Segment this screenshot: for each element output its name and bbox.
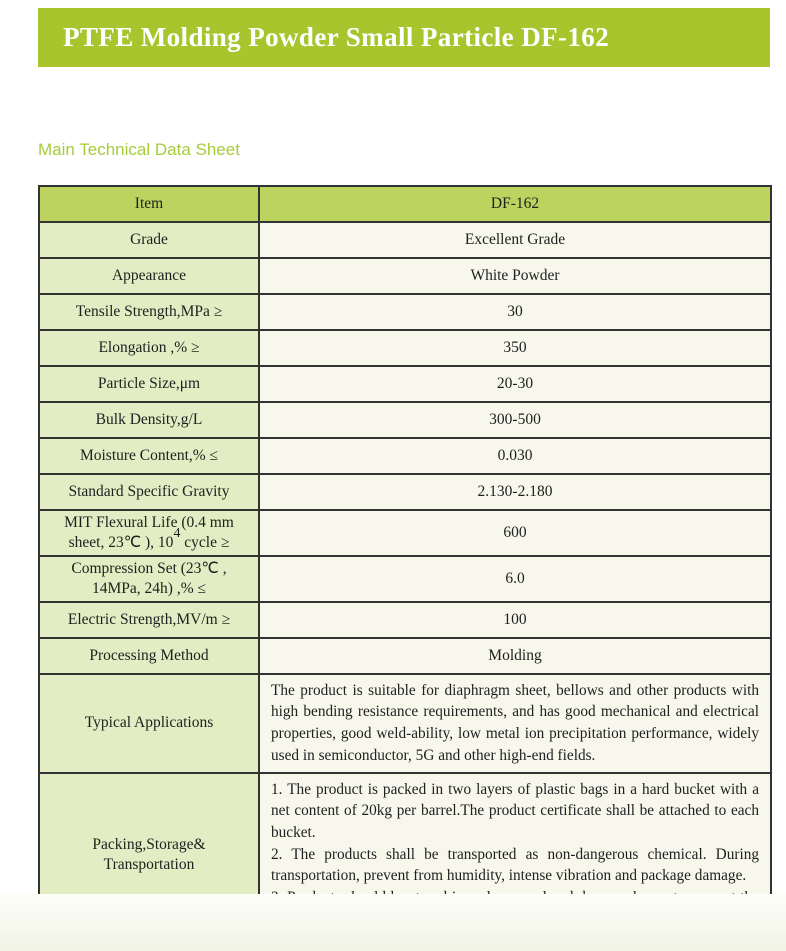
header-value-cell: DF-162 [258, 185, 772, 223]
item-cell: Grade [38, 221, 260, 259]
value-cell: Excellent Grade [258, 221, 772, 259]
mit-label-pre: MIT Flexural Life (0.4 mm sheet, 23℃ ), … [64, 514, 234, 551]
table-row-tensile-strength: Tensile Strength,MPa ≥ 30 [38, 293, 772, 331]
value-cell: 6.0 [258, 555, 772, 603]
table-header-row: Item DF-162 [38, 185, 772, 223]
item-cell: Electric Strength,MV/m ≥ [38, 600, 260, 639]
title-banner: PTFE Molding Powder Small Particle DF-16… [38, 8, 770, 67]
value-cell: 30 [258, 293, 772, 331]
value-cell: 300-500 [258, 401, 772, 439]
mit-exponent: 4 [173, 525, 181, 541]
page-title: PTFE Molding Powder Small Particle DF-16… [63, 22, 610, 52]
table-row-appearance: Appearance White Powder [38, 257, 772, 295]
value-cell: 20-30 [258, 365, 772, 403]
value-cell: 100 [258, 600, 772, 639]
item-cell: Elongation ,% ≥ [38, 329, 260, 367]
footer-background-strip [0, 894, 786, 951]
item-cell: Moisture Content,% ≤ [38, 437, 260, 475]
table-row-elongation: Elongation ,% ≥ 350 [38, 329, 772, 367]
table-row-electric-strength: Electric Strength,MV/m ≥ 100 [38, 600, 772, 639]
value-cell: 600 [258, 509, 772, 557]
mit-label-post: cycle ≥ [180, 534, 230, 551]
packing-line-2: 2. The products shall be transported as … [271, 845, 759, 885]
table-row-typical-applications: Typical Applications The product is suit… [38, 672, 772, 774]
item-cell: MIT Flexural Life (0.4 mm sheet, 23℃ ), … [38, 509, 260, 557]
section-heading: Main Technical Data Sheet [38, 140, 240, 159]
value-cell: 0.030 [258, 437, 772, 475]
item-cell: Tensile Strength,MPa ≥ [38, 293, 260, 331]
item-cell: Processing Method [38, 636, 260, 675]
table-row-moisture-content: Moisture Content,% ≤ 0.030 [38, 437, 772, 475]
item-cell: Bulk Density,g/L [38, 401, 260, 439]
item-cell: Particle Size,μm [38, 365, 260, 403]
item-cell: Typical Applications [38, 672, 260, 774]
table-row-mit-flexural-life: MIT Flexural Life (0.4 mm sheet, 23℃ ), … [38, 509, 772, 557]
value-cell: The product is suitable for diaphragm sh… [258, 672, 772, 774]
table-row-bulk-density: Bulk Density,g/L 300-500 [38, 401, 772, 439]
header-item-cell: Item [38, 185, 260, 223]
packing-line-1: 1. The product is packed in two layers o… [271, 780, 759, 841]
item-cell: Appearance [38, 257, 260, 295]
technical-data-table: Item DF-162 Grade Excellent Grade Appear… [38, 185, 772, 938]
table-row-compression-set: Compression Set (23℃ , 14MPa, 24h) ,% ≤ … [38, 555, 772, 603]
value-cell: 2.130-2.180 [258, 473, 772, 511]
item-cell: Standard Specific Gravity [38, 473, 260, 511]
table-row-grade: Grade Excellent Grade [38, 221, 772, 259]
table-row-particle-size: Particle Size,μm 20-30 [38, 365, 772, 403]
value-cell: Molding [258, 636, 772, 675]
item-cell: Compression Set (23℃ , 14MPa, 24h) ,% ≤ [38, 555, 260, 603]
value-cell: 350 [258, 329, 772, 367]
value-cell: White Powder [258, 257, 772, 295]
table-row-processing-method: Processing Method Molding [38, 636, 772, 675]
table-row-specific-gravity: Standard Specific Gravity 2.130-2.180 [38, 473, 772, 511]
